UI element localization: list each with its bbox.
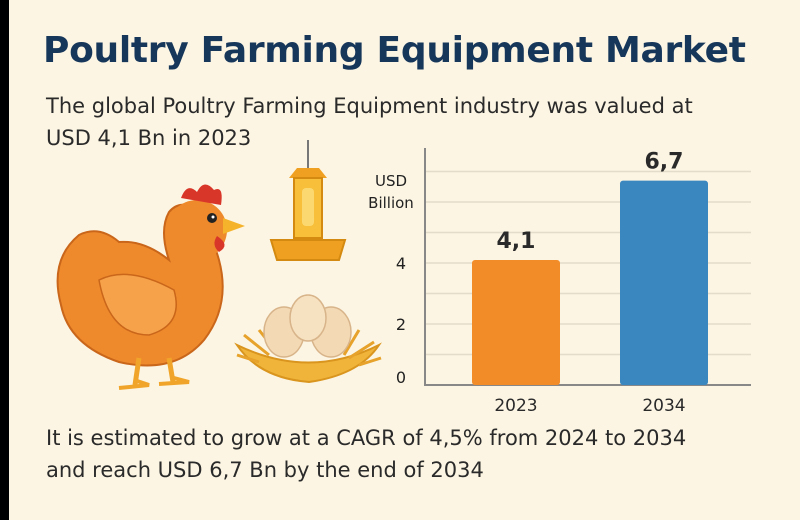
outro-line-1: It is estimated to grow at a CAGR of 4,5… <box>46 426 687 450</box>
outro-text: It is estimated to grow at a CAGR of 4,5… <box>46 422 786 486</box>
y-tick-label: 4 <box>396 254 406 273</box>
x-tick-label: 2034 <box>642 396 685 416</box>
x-tick-label: 2023 <box>494 396 537 416</box>
intro-text: The global Poultry Farming Equipment ind… <box>46 90 766 154</box>
bar-value-label: 4,1 <box>497 229 536 254</box>
illustrations <box>56 140 382 390</box>
page-title: Poultry Farming Equipment Market <box>43 30 746 71</box>
feeder-icon <box>269 140 347 261</box>
y-axis-label-line-1: USD <box>375 172 407 190</box>
y-tick-label: 0 <box>396 368 406 387</box>
y-tick-label: 2 <box>396 315 406 334</box>
y-axis-label-line-2: Billion <box>368 194 414 212</box>
bar-value-label: 6,7 <box>645 150 684 175</box>
bar-2034 <box>620 180 708 385</box>
infographic: Poultry Farming Equipment Market The glo… <box>9 0 800 520</box>
chicken-icon <box>56 184 245 390</box>
bar-chart: USD Billion 0 2 4 4,1 2023 6,7 2034 <box>368 148 751 416</box>
intro-line-2: USD 4,1 Bn in 2023 <box>46 126 252 150</box>
outro-line-2: and reach USD 6,7 Bn by the end of 2034 <box>46 458 484 482</box>
intro-line-1: The global Poultry Farming Equipment ind… <box>46 94 693 118</box>
eggs-in-nest-icon <box>234 294 382 384</box>
bar-2023 <box>472 259 560 385</box>
